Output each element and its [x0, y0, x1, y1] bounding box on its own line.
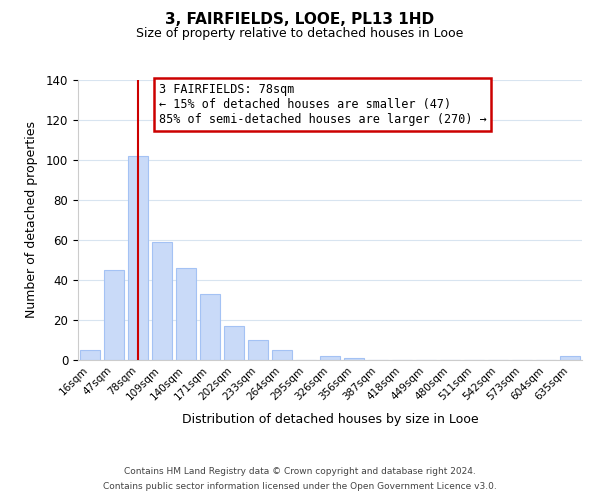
Bar	[320, 356, 340, 360]
Bar	[344, 358, 364, 360]
Bar	[80, 350, 100, 360]
Bar	[128, 156, 148, 360]
Y-axis label: Number of detached properties: Number of detached properties	[25, 122, 38, 318]
Text: 3, FAIRFIELDS, LOOE, PL13 1HD: 3, FAIRFIELDS, LOOE, PL13 1HD	[166, 12, 434, 28]
X-axis label: Distribution of detached houses by size in Looe: Distribution of detached houses by size …	[182, 413, 478, 426]
Bar	[176, 268, 196, 360]
Text: Contains HM Land Registry data © Crown copyright and database right 2024.: Contains HM Land Registry data © Crown c…	[124, 467, 476, 476]
Text: Contains public sector information licensed under the Open Government Licence v3: Contains public sector information licen…	[103, 482, 497, 491]
Bar	[224, 326, 244, 360]
Bar	[200, 294, 220, 360]
Bar	[272, 350, 292, 360]
Bar	[248, 340, 268, 360]
Text: 3 FAIRFIELDS: 78sqm
← 15% of detached houses are smaller (47)
85% of semi-detach: 3 FAIRFIELDS: 78sqm ← 15% of detached ho…	[158, 83, 487, 126]
Text: Size of property relative to detached houses in Looe: Size of property relative to detached ho…	[136, 28, 464, 40]
Bar	[152, 242, 172, 360]
Bar	[560, 356, 580, 360]
Bar	[104, 270, 124, 360]
